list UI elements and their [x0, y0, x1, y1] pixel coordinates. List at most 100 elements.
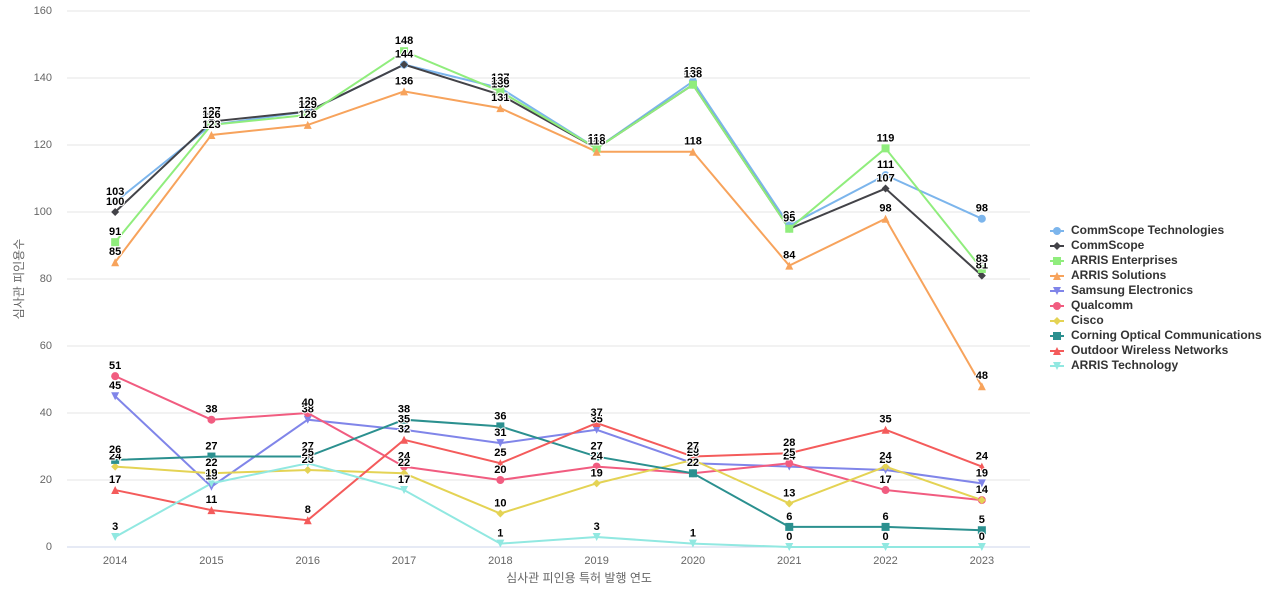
data-label: 144 — [395, 49, 414, 61]
data-label: 136 — [491, 75, 509, 87]
series-line — [114, 50, 983, 270]
data-label: 11 — [206, 494, 218, 506]
marker — [111, 462, 120, 471]
legend-item: ARRIS Enterprises — [1050, 253, 1178, 267]
marker — [592, 462, 601, 471]
marker — [881, 171, 890, 180]
data-label: 38 — [398, 404, 410, 416]
data-label: 135 — [491, 79, 509, 91]
series-line — [114, 63, 983, 277]
data-label: 26 — [687, 444, 699, 456]
marker — [1053, 242, 1061, 250]
marker — [207, 415, 216, 424]
data-label: 27 — [205, 440, 217, 452]
marker — [592, 532, 601, 541]
data-label: 17 — [109, 474, 121, 486]
data-label: 25 — [783, 447, 795, 459]
marker — [977, 271, 986, 280]
y-tick-label: 80 — [40, 273, 52, 285]
data-label: 23 — [302, 454, 314, 466]
data-label: 3 — [594, 521, 600, 533]
marker — [592, 147, 601, 156]
marker — [111, 258, 120, 267]
x-tick-label: 2017 — [392, 555, 416, 567]
data-label: 5 — [979, 514, 985, 526]
data-label: 107 — [876, 172, 894, 184]
data-label: 35 — [879, 414, 891, 426]
data-label: 119 — [877, 132, 895, 144]
marker — [977, 382, 986, 391]
marker — [592, 452, 601, 461]
data-label: 85 — [109, 246, 121, 258]
y-tick-label: 0 — [46, 541, 52, 553]
marker — [496, 104, 505, 113]
data-label: 35 — [398, 414, 410, 426]
data-label: 123 — [202, 119, 220, 131]
marker — [400, 425, 409, 434]
data-label: 126 — [202, 109, 220, 121]
marker — [881, 214, 890, 223]
data-label: 37 — [591, 407, 603, 419]
marker — [111, 486, 120, 495]
x-tick-label: 2014 — [103, 555, 127, 567]
marker — [688, 452, 697, 461]
marker — [785, 224, 794, 233]
y-tick-label: 160 — [34, 5, 52, 17]
series-line — [114, 375, 982, 502]
y-tick-label: 20 — [40, 474, 52, 486]
marker — [881, 522, 890, 531]
x-tick-label: 2018 — [488, 555, 512, 567]
marker — [496, 439, 505, 448]
marker — [303, 516, 312, 525]
marker — [592, 419, 601, 428]
marker — [111, 372, 120, 381]
y-tick-label: 100 — [34, 206, 52, 218]
data-label: 19 — [591, 467, 603, 479]
data-label: 98 — [976, 203, 988, 215]
data-label: 119 — [588, 132, 606, 144]
marker — [688, 147, 697, 156]
data-label: 25 — [494, 447, 506, 459]
marker — [1053, 317, 1061, 325]
data-label: 96 — [783, 209, 795, 221]
marker — [303, 120, 312, 129]
marker — [1053, 347, 1061, 355]
marker — [688, 539, 697, 548]
legend-label: Outdoor Wireless Networks — [1071, 343, 1229, 357]
marker — [303, 415, 312, 424]
data-label: 138 — [684, 69, 702, 81]
marker — [496, 422, 505, 431]
data-label: 26 — [109, 444, 121, 456]
legend-item: Samsung Electronics — [1050, 283, 1193, 297]
data-label: 136 — [395, 75, 413, 87]
marker — [1053, 287, 1061, 295]
x-tick-label: 2022 — [873, 555, 897, 567]
data-label: 127 — [202, 105, 220, 117]
series-line — [114, 63, 983, 227]
data-label: 13 — [783, 487, 795, 499]
marker — [785, 522, 794, 531]
data-label: 51 — [109, 360, 121, 372]
marker — [111, 392, 120, 401]
data-label: 126 — [299, 109, 317, 121]
marker — [207, 506, 216, 515]
series-line — [114, 421, 983, 522]
y-tick-label: 140 — [34, 72, 52, 84]
marker — [977, 264, 986, 273]
data-label: 14 — [976, 484, 989, 496]
marker — [496, 459, 505, 468]
marker — [785, 261, 794, 270]
marker — [496, 539, 505, 548]
data-label: 31 — [494, 427, 506, 439]
data-label: 17 — [398, 474, 410, 486]
marker — [1053, 332, 1061, 340]
data-label: 14 — [976, 484, 989, 496]
legend-label: Cisco — [1071, 313, 1104, 327]
data-label: 148 — [395, 35, 413, 47]
marker — [881, 425, 890, 434]
data-label: 25 — [687, 447, 699, 459]
marker — [111, 238, 120, 247]
data-label: 27 — [302, 440, 314, 452]
marker — [207, 469, 216, 478]
